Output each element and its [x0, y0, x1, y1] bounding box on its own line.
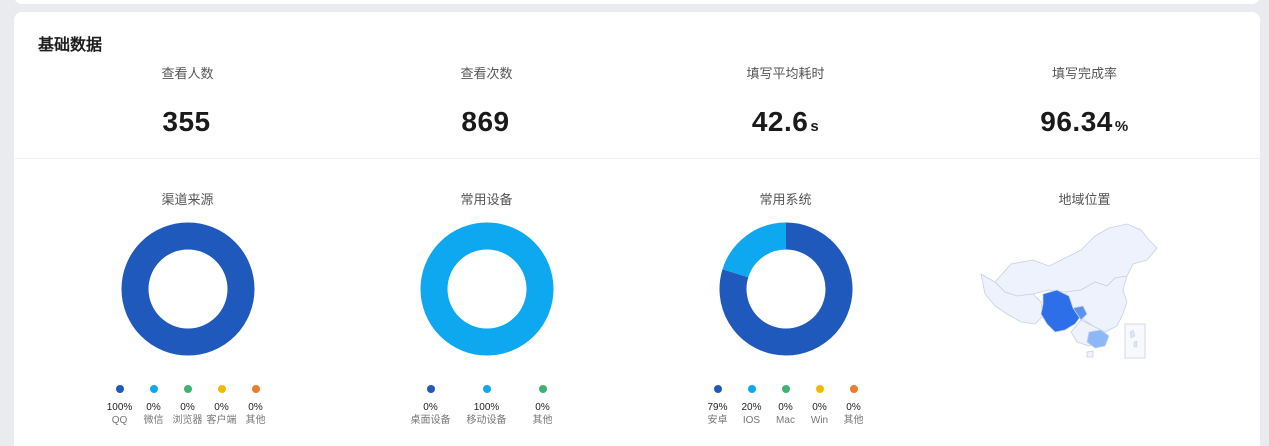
- legend-dot-icon: [815, 385, 824, 393]
- map-region-hainan[interactable]: [1086, 350, 1094, 358]
- legend-item[interactable]: 0% 其他: [515, 385, 571, 427]
- legend-dot-icon: [183, 385, 192, 393]
- legend-label: Mac: [776, 415, 795, 426]
- legend-dot-icon: [149, 385, 158, 393]
- stats-row: 查看人数 355 查看次数 869 填写平均耗时 42.6 s 填写完成率 96.…: [14, 64, 1260, 156]
- system-panel: 常用系统 79% 安卓 20% IOS 0% Mac 0% Win 0% 其他: [636, 190, 935, 446]
- map-inset-islands: [1129, 329, 1138, 348]
- chart-title: 渠道来源: [161, 192, 214, 207]
- legend-item[interactable]: 20% IOS: [735, 385, 769, 427]
- chart-title: 常用系统: [759, 192, 812, 207]
- legend-dot-icon: [482, 385, 491, 393]
- legend-item[interactable]: 0% 桌面设备: [403, 385, 459, 427]
- legend-dot-icon: [217, 385, 226, 393]
- legend-label: IOS: [742, 415, 761, 426]
- legend-dot-icon: [426, 385, 435, 393]
- legend-item[interactable]: 0% 微信: [137, 385, 171, 427]
- legend-value: 0%: [846, 402, 861, 413]
- stat-value: 355: [162, 106, 211, 137]
- legend-label: 客户端: [206, 415, 237, 426]
- legend-value: 0%: [214, 402, 229, 413]
- stat-value: 869: [461, 106, 510, 137]
- legend-value: 0%: [812, 402, 827, 413]
- section-title: 基础数据: [38, 37, 103, 54]
- legend-label: 安卓: [707, 415, 728, 426]
- map-region-sichuan[interactable]: [1040, 289, 1082, 333]
- legend-value: 0%: [778, 402, 793, 413]
- donut-slice-移动设备[interactable]: [420, 222, 554, 356]
- donut-slice-QQ[interactable]: [121, 222, 255, 356]
- legend-dot-icon: [781, 385, 790, 393]
- legend-value: 20%: [741, 402, 762, 413]
- legend-value: 100%: [473, 402, 500, 413]
- stat-label: 查看次数: [460, 66, 513, 81]
- legend-item[interactable]: 0% 客户端: [205, 385, 239, 427]
- legend-value: 0%: [248, 402, 263, 413]
- system-donut-chart[interactable]: [719, 222, 853, 356]
- legend-label: 移动设备: [466, 415, 507, 426]
- device-legend: 0% 桌面设备 100% 移动设备 0% 其他: [337, 385, 636, 427]
- system-legend: 79% 安卓 20% IOS 0% Mac 0% Win 0% 其他: [636, 385, 935, 427]
- map-region-north[interactable]: [994, 223, 1158, 297]
- stat-view-users: 查看人数 355: [38, 64, 337, 156]
- donut-slice-安卓[interactable]: [719, 222, 853, 356]
- stat-avg-fill-time: 填写平均耗时 42.6 s: [636, 64, 935, 156]
- map-region-guangdong[interactable]: [1086, 329, 1110, 349]
- legend-item[interactable]: 0% 其他: [239, 385, 273, 427]
- device-panel: 常用设备 0% 桌面设备 100% 移动设备 0% 其他: [337, 190, 636, 446]
- chart-title: 常用设备: [460, 192, 513, 207]
- map-inset-box: [1124, 323, 1146, 359]
- legend-item[interactable]: 0% 浏览器: [171, 385, 205, 427]
- stat-label: 填写完成率: [1051, 66, 1117, 81]
- divider: [14, 158, 1260, 159]
- legend-dot-icon: [538, 385, 547, 393]
- legend-dot-icon: [747, 385, 756, 393]
- region-panel: 地域位置: [935, 190, 1234, 446]
- legend-label: 浏览器: [172, 415, 203, 426]
- map-region-chongqing[interactable]: [1072, 305, 1088, 321]
- charts-row: 渠道来源 100% QQ 0% 微信 0% 浏览器 0% 客户端 0% 其他 常用设备 0% 桌面设…: [14, 190, 1260, 446]
- stat-view-count: 查看次数 869: [337, 64, 636, 156]
- legend-dot-icon: [251, 385, 260, 393]
- china-map[interactable]: [977, 220, 1167, 370]
- legend-item[interactable]: 0% 其他: [837, 385, 871, 427]
- legend-label: 其他: [843, 415, 864, 426]
- legend-dot-icon: [713, 385, 722, 393]
- legend-label: QQ: [111, 415, 128, 426]
- legend-dot-icon: [849, 385, 858, 393]
- legend-item[interactable]: 79% 安卓: [701, 385, 735, 427]
- channel-legend: 100% QQ 0% 微信 0% 浏览器 0% 客户端 0% 其他: [38, 385, 337, 427]
- basic-data-card: 基础数据 查看人数 355 查看次数 869 填写平均耗时 42.6 s 填写完成…: [14, 12, 1260, 446]
- legend-label: 其他: [532, 415, 553, 426]
- donut-slice-IOS[interactable]: [722, 222, 787, 278]
- legend-label: Win: [810, 415, 829, 426]
- legend-dot-icon: [115, 385, 124, 393]
- previous-card: [14, 0, 1260, 4]
- legend-value: 0%: [423, 402, 438, 413]
- legend-label: 桌面设备: [410, 415, 451, 426]
- channel-panel: 渠道来源 100% QQ 0% 微信 0% 浏览器 0% 客户端 0% 其他: [38, 190, 337, 446]
- stat-value: 96.34%: [1040, 106, 1129, 137]
- legend-value: 0%: [180, 402, 195, 413]
- chart-title: 地域位置: [1058, 192, 1111, 207]
- legend-item[interactable]: 0% Win: [803, 385, 837, 427]
- legend-item[interactable]: 0% Mac: [769, 385, 803, 427]
- legend-value: 0%: [535, 402, 550, 413]
- device-donut-chart[interactable]: [420, 222, 554, 356]
- legend-value: 79%: [707, 402, 728, 413]
- stat-label: 查看人数: [161, 66, 214, 81]
- legend-label: 其他: [245, 415, 266, 426]
- legend-value: 100%: [106, 402, 133, 413]
- legend-item[interactable]: 100% QQ: [103, 385, 137, 427]
- stat-value: 42.6 s: [751, 106, 820, 137]
- channel-donut-chart[interactable]: [121, 222, 255, 356]
- legend-value: 0%: [146, 402, 161, 413]
- stat-completion-rate: 填写完成率 96.34%: [935, 64, 1234, 156]
- stat-label: 填写平均耗时: [746, 66, 825, 81]
- legend-item[interactable]: 100% 移动设备: [459, 385, 515, 427]
- legend-label: 微信: [143, 415, 164, 426]
